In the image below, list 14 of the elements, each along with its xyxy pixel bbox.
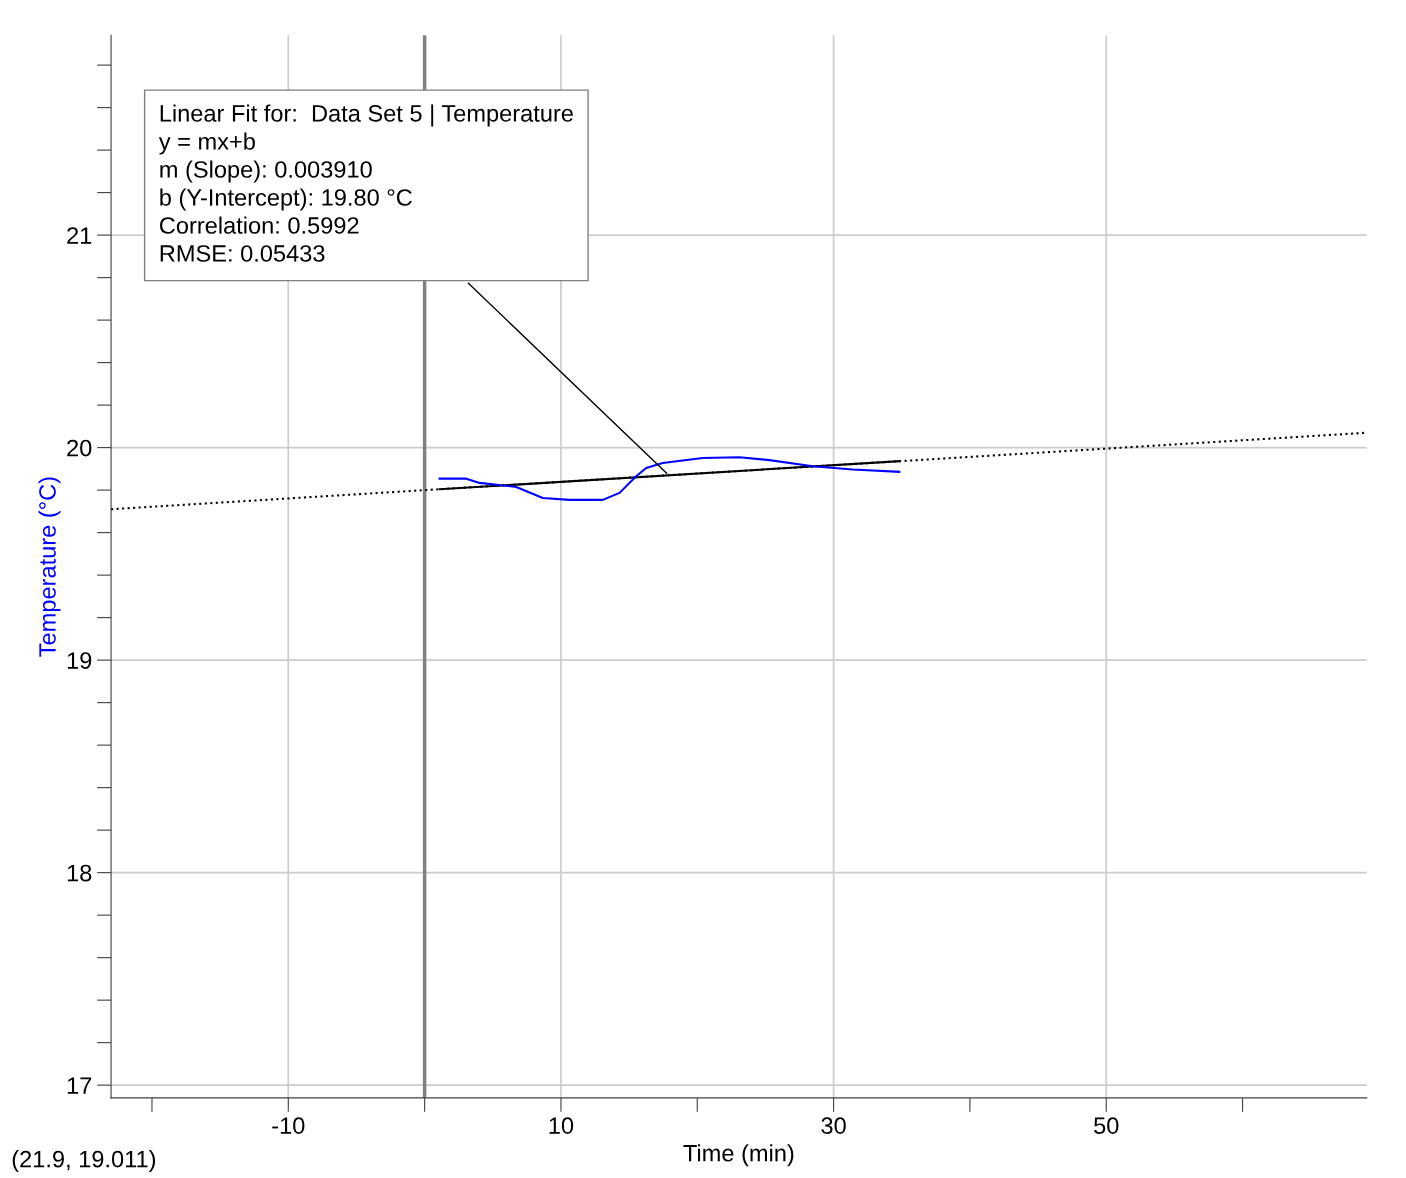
line-series	[438, 456, 901, 501]
x-tick-label: 30	[821, 1117, 846, 1134]
y-axis-title: Temperature (°C)	[38, 477, 61, 657]
x-tick-label: -10	[272, 1117, 305, 1134]
x-tick-label: 50	[1094, 1117, 1119, 1134]
x-axis-title: Time (min)	[683, 1144, 794, 1167]
annotation: Linear Fit for: Data Set 5 | Temperature y = mx+b m (Slope): 0.003910 b (Y-Intercept): 19.80 °C Correlation: 0.5992 RMSE: 0.05433	[158, 104, 573, 262]
y-tick-label: 18	[67, 864, 92, 882]
y-tick-label: 17	[67, 1077, 92, 1094]
y-tick-label: 20	[67, 439, 92, 457]
x-tick-label: 10	[549, 1117, 574, 1134]
y-tick-label: 21	[67, 227, 92, 244]
text: (21.9, 19.011)	[12, 1150, 156, 1173]
y-tick-label: 19	[67, 652, 92, 669]
